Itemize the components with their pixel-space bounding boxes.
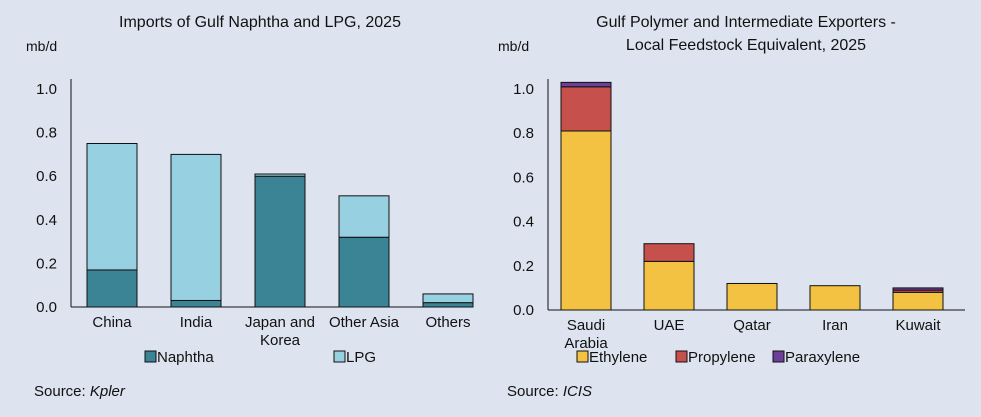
legend-label-naphtha: Naphtha	[157, 349, 214, 366]
source-left: Source: Kpler	[34, 383, 125, 400]
x-tick-label: UAE	[654, 317, 685, 334]
x-tick-label-line: Iran	[822, 317, 848, 334]
bar-propylene-uae	[643, 243, 695, 262]
bar-lpg-india	[170, 153, 222, 301]
chart-gulf-naphtha-lpg-imports: Imports of Gulf Naphtha and LPG, 2025 mb/…	[26, 14, 474, 366]
x-tick-label: Saudi Arabia	[564, 317, 608, 352]
legend-swatch-propylene	[675, 350, 688, 363]
x-tick-label-line: Others	[425, 314, 470, 331]
bar-paraxylene-saudi-arabia	[560, 81, 612, 88]
x-tick-label-line: Arabia	[564, 335, 608, 352]
bar-ethylene-uae	[643, 260, 695, 311]
x-tick-label: Others	[425, 314, 470, 331]
x-tick-label: Japan and Korea	[245, 314, 315, 349]
chart-1-group: Gulf Polymer and Intermediate Exporters …	[498, 14, 965, 366]
y-tick-label: 0.0	[36, 299, 57, 316]
y-tick-label: 0.8	[36, 125, 57, 142]
y-tick-label: 0.8	[513, 125, 534, 142]
chart-title: Gulf Polymer and Intermediate Exporters …	[596, 14, 896, 31]
legend-swatch-paraxylene	[772, 350, 785, 363]
x-tick-label: India	[180, 314, 213, 331]
x-tick-label-line: China	[92, 314, 132, 331]
x-tick-label: China	[92, 314, 132, 331]
bar-paraxylene-kuwait	[892, 287, 944, 291]
x-tick-label-line: India	[180, 314, 213, 331]
bar-ethylene-iran	[809, 285, 861, 311]
bar-lpg-other-asia	[338, 195, 390, 238]
x-tick-label-line: Korea	[260, 332, 301, 349]
x-tick-label-line: Qatar	[733, 317, 771, 334]
legend-label-paraxylene: Paraxylene	[785, 349, 860, 366]
x-tick-label-line: Saudi	[567, 317, 605, 334]
chart-gulf-polymer-exporters: Gulf Polymer and Intermediate Exporters …	[498, 14, 965, 366]
x-tick-label-line: Other Asia	[329, 314, 400, 331]
y-tick-label: 0.2	[513, 258, 534, 275]
source-left-label: Source:	[34, 383, 86, 400]
y-tick-label: 0.2	[36, 255, 57, 272]
chart-0-group: Imports of Gulf Naphtha and LPG, 2025 mb/…	[26, 14, 474, 366]
bar-ethylene-saudi-arabia	[560, 130, 612, 311]
source-right-label: Source:	[507, 383, 559, 400]
bar-propylene-saudi-arabia	[560, 86, 612, 132]
bar-ethylene-kuwait	[892, 291, 944, 311]
legend-swatch-naphtha	[144, 350, 157, 363]
x-tick-label-line: Japan and	[245, 314, 315, 331]
y-axis-unit-label: mb/d	[26, 38, 57, 54]
legend-swatch-lpg	[333, 350, 346, 363]
bar-lpg-others	[422, 293, 474, 304]
source-right: Source: ICIS	[507, 383, 592, 400]
y-tick-label: 1.0	[36, 81, 57, 98]
chart-title: Imports of Gulf Naphtha and LPG, 2025	[119, 14, 401, 31]
source-right-name: ICIS	[562, 383, 593, 400]
x-tick-label: Qatar	[733, 317, 771, 334]
chart-title: Local Feedstock Equivalent, 2025	[626, 37, 866, 54]
y-tick-label: 0.4	[36, 212, 57, 229]
x-tick-label-line: Kuwait	[895, 317, 941, 334]
y-tick-label: 0.6	[36, 168, 57, 185]
x-tick-label-line: UAE	[654, 317, 685, 334]
legend-label-ethylene: Ethylene	[589, 349, 647, 366]
bar-lpg-china	[86, 143, 138, 271]
legend-label-lpg: LPG	[346, 349, 376, 366]
y-tick-label: 0.0	[513, 302, 534, 319]
y-tick-label: 0.4	[513, 214, 534, 231]
source-left-name: Kpler	[89, 383, 125, 400]
y-tick-label: 0.6	[513, 169, 534, 186]
x-tick-label: Other Asia	[329, 314, 400, 331]
x-tick-label: Kuwait	[895, 317, 941, 334]
x-tick-label: Iran	[822, 317, 848, 334]
bar-ethylene-qatar	[726, 282, 778, 311]
bar-naphtha-japan-and-korea	[254, 175, 306, 308]
legend-swatch-ethylene	[576, 350, 589, 363]
legend-label-propylene: Propylene	[688, 349, 756, 366]
bar-lpg-japan-and-korea	[254, 173, 306, 177]
y-tick-label: 1.0	[513, 81, 534, 98]
y-axis-unit-label: mb/d	[498, 38, 529, 54]
